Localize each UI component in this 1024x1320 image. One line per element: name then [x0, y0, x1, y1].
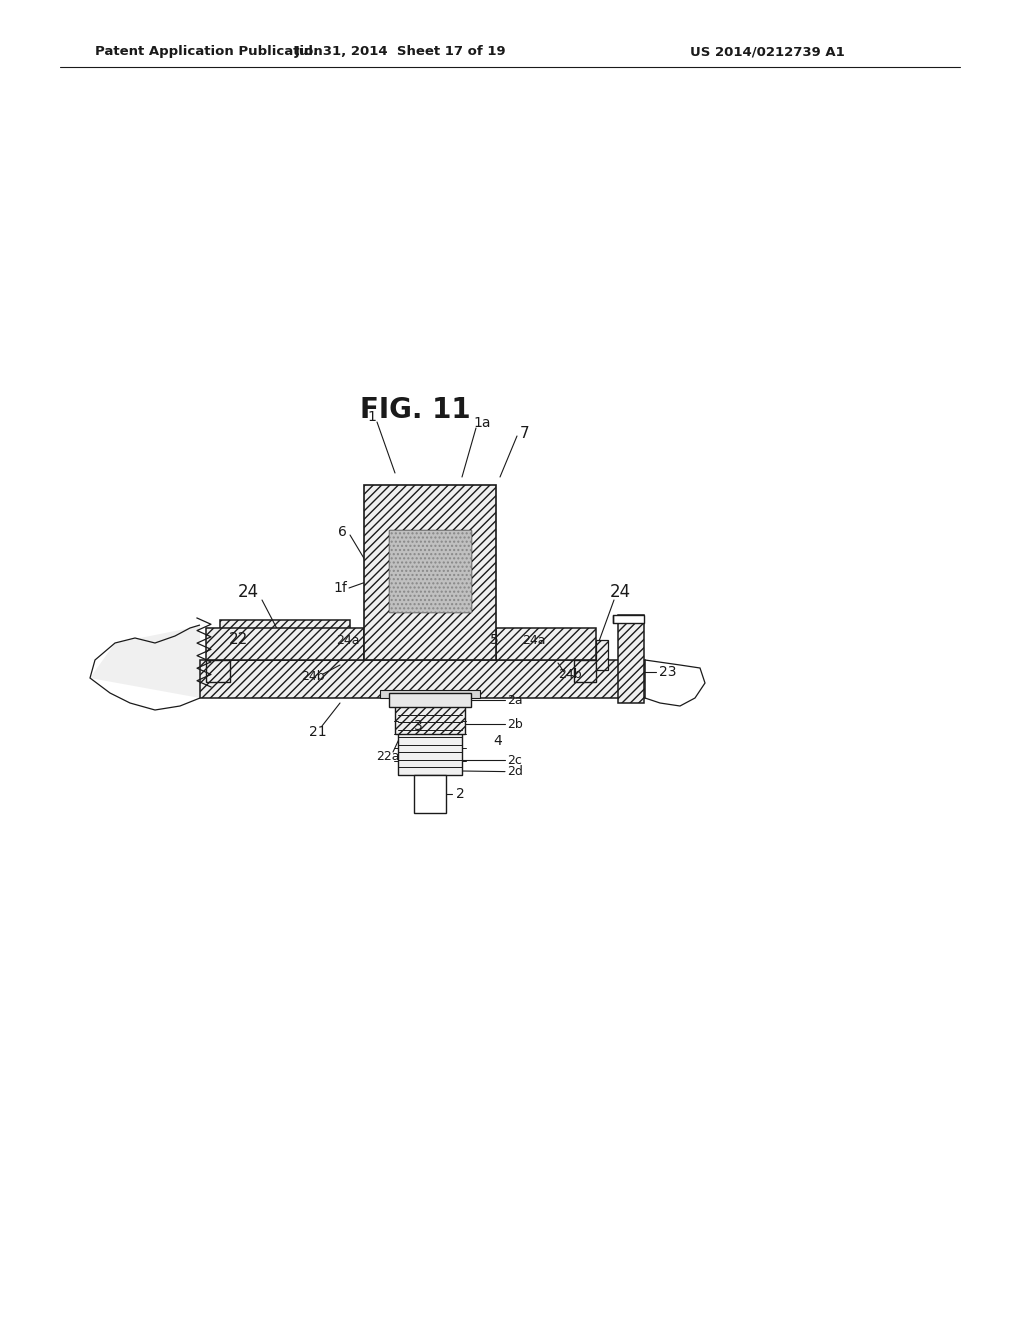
Text: 24a: 24a [336, 634, 359, 647]
Text: Patent Application Publication: Patent Application Publication [95, 45, 323, 58]
Text: 2d: 2d [507, 766, 523, 777]
Bar [364, 484, 496, 660]
Text: 24: 24 [609, 583, 631, 601]
Bar [618, 615, 644, 704]
Text: Jul. 31, 2014  Sheet 17 of 19: Jul. 31, 2014 Sheet 17 of 19 [294, 45, 506, 58]
Text: 2c: 2c [507, 754, 522, 767]
Bar [613, 615, 644, 623]
Bar [414, 775, 446, 813]
Text: 1a: 1a [473, 416, 490, 430]
Text: 24a: 24a [522, 634, 546, 647]
Text: 24: 24 [238, 583, 259, 601]
Bar [389, 531, 471, 612]
Text: 2b: 2b [507, 718, 522, 730]
Text: 7: 7 [520, 425, 529, 441]
Bar [200, 660, 645, 698]
Bar [389, 693, 471, 708]
Text: 1: 1 [368, 411, 377, 424]
Bar [380, 690, 480, 698]
Bar [398, 708, 462, 775]
Bar [574, 660, 596, 682]
Bar [206, 660, 230, 682]
Text: 4: 4 [493, 734, 502, 748]
Bar [395, 706, 465, 734]
Bar [220, 620, 350, 660]
Bar [389, 531, 471, 612]
Text: US 2014/0212739 A1: US 2014/0212739 A1 [690, 45, 845, 58]
Text: 24b: 24b [558, 668, 582, 681]
Text: 5: 5 [489, 634, 499, 647]
Text: 24b: 24b [301, 669, 325, 682]
Text: 3: 3 [414, 719, 422, 733]
Text: FIG. 11: FIG. 11 [359, 396, 470, 424]
Text: 2: 2 [456, 787, 464, 801]
Text: 22a: 22a [376, 750, 399, 763]
Text: 21: 21 [309, 725, 327, 739]
Bar [206, 628, 364, 660]
Text: 6: 6 [338, 525, 346, 539]
Text: 22: 22 [228, 632, 248, 648]
Text: 2a: 2a [507, 693, 522, 706]
Polygon shape [90, 624, 200, 698]
Bar [596, 640, 608, 671]
Text: 23: 23 [659, 665, 677, 680]
Text: 1f: 1f [333, 581, 347, 595]
Bar [496, 628, 596, 660]
